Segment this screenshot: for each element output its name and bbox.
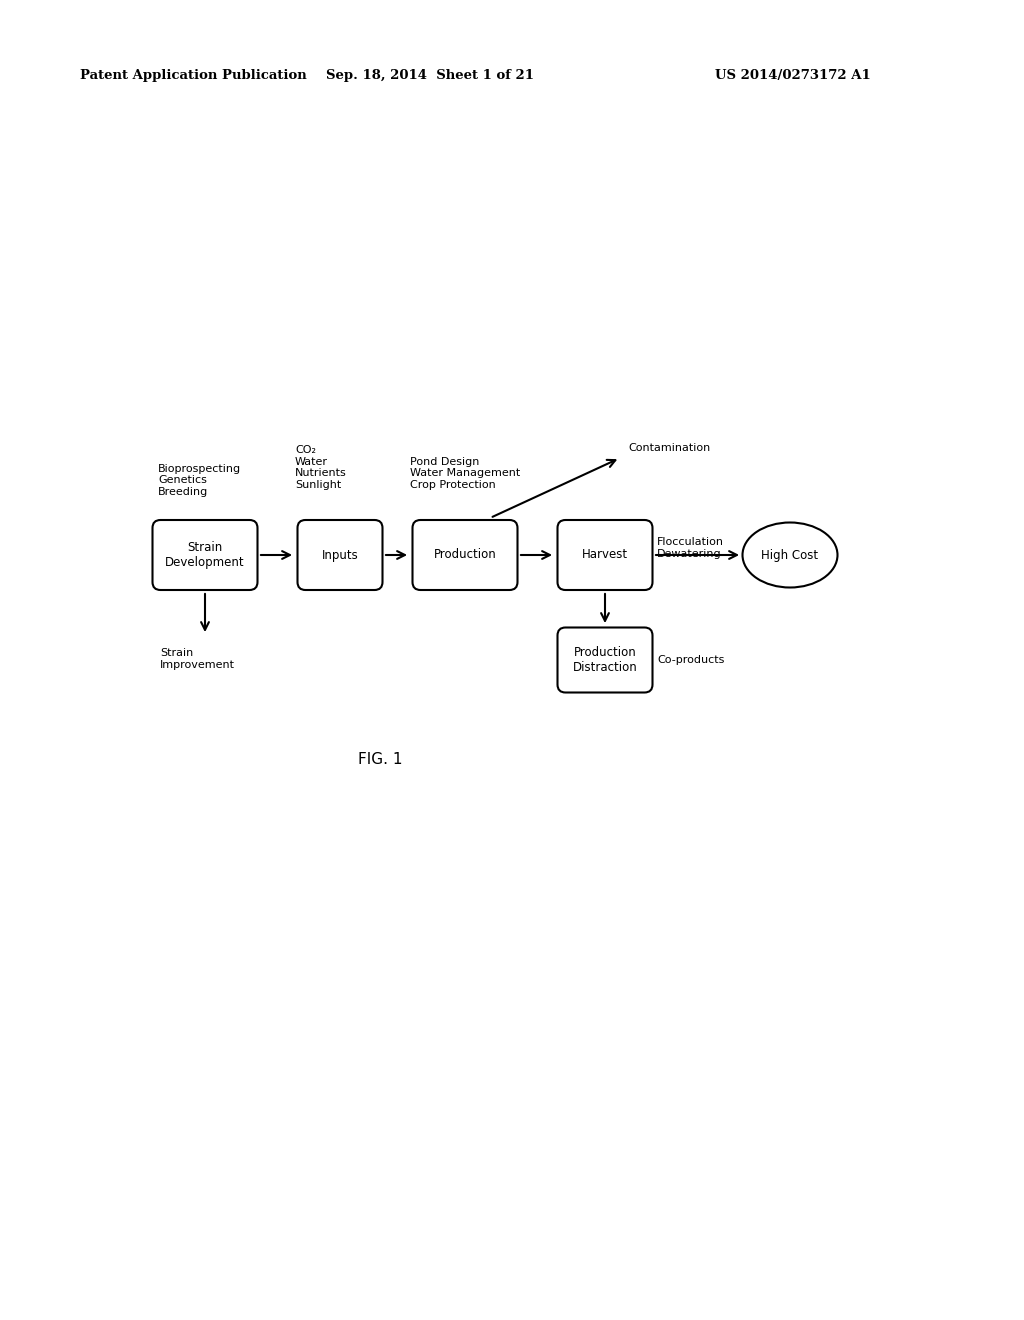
Text: US 2014/0273172 A1: US 2014/0273172 A1 [715, 69, 870, 82]
Text: Flocculation
Dewatering: Flocculation Dewatering [657, 537, 724, 558]
Text: Inputs: Inputs [322, 549, 358, 561]
FancyBboxPatch shape [153, 520, 257, 590]
Text: Production: Production [433, 549, 497, 561]
Text: CO₂
Water
Nutrients
Sunlight: CO₂ Water Nutrients Sunlight [295, 445, 347, 490]
FancyBboxPatch shape [557, 627, 652, 693]
Text: Contamination: Contamination [628, 444, 711, 453]
Text: Patent Application Publication: Patent Application Publication [80, 69, 307, 82]
Text: High Cost: High Cost [762, 549, 818, 561]
Text: FIG. 1: FIG. 1 [357, 752, 402, 767]
Text: Harvest: Harvest [582, 549, 628, 561]
Text: Co-products: Co-products [657, 655, 724, 665]
Text: Production
Distraction: Production Distraction [572, 645, 637, 675]
Text: Sep. 18, 2014  Sheet 1 of 21: Sep. 18, 2014 Sheet 1 of 21 [326, 69, 534, 82]
FancyBboxPatch shape [413, 520, 517, 590]
Ellipse shape [742, 523, 838, 587]
Text: Strain
Improvement: Strain Improvement [160, 648, 234, 669]
FancyBboxPatch shape [557, 520, 652, 590]
FancyBboxPatch shape [298, 520, 383, 590]
Text: Strain
Development: Strain Development [165, 541, 245, 569]
Text: Pond Design
Water Management
Crop Protection: Pond Design Water Management Crop Protec… [410, 457, 520, 490]
Text: Bioprospecting
Genetics
Breeding: Bioprospecting Genetics Breeding [158, 463, 241, 498]
